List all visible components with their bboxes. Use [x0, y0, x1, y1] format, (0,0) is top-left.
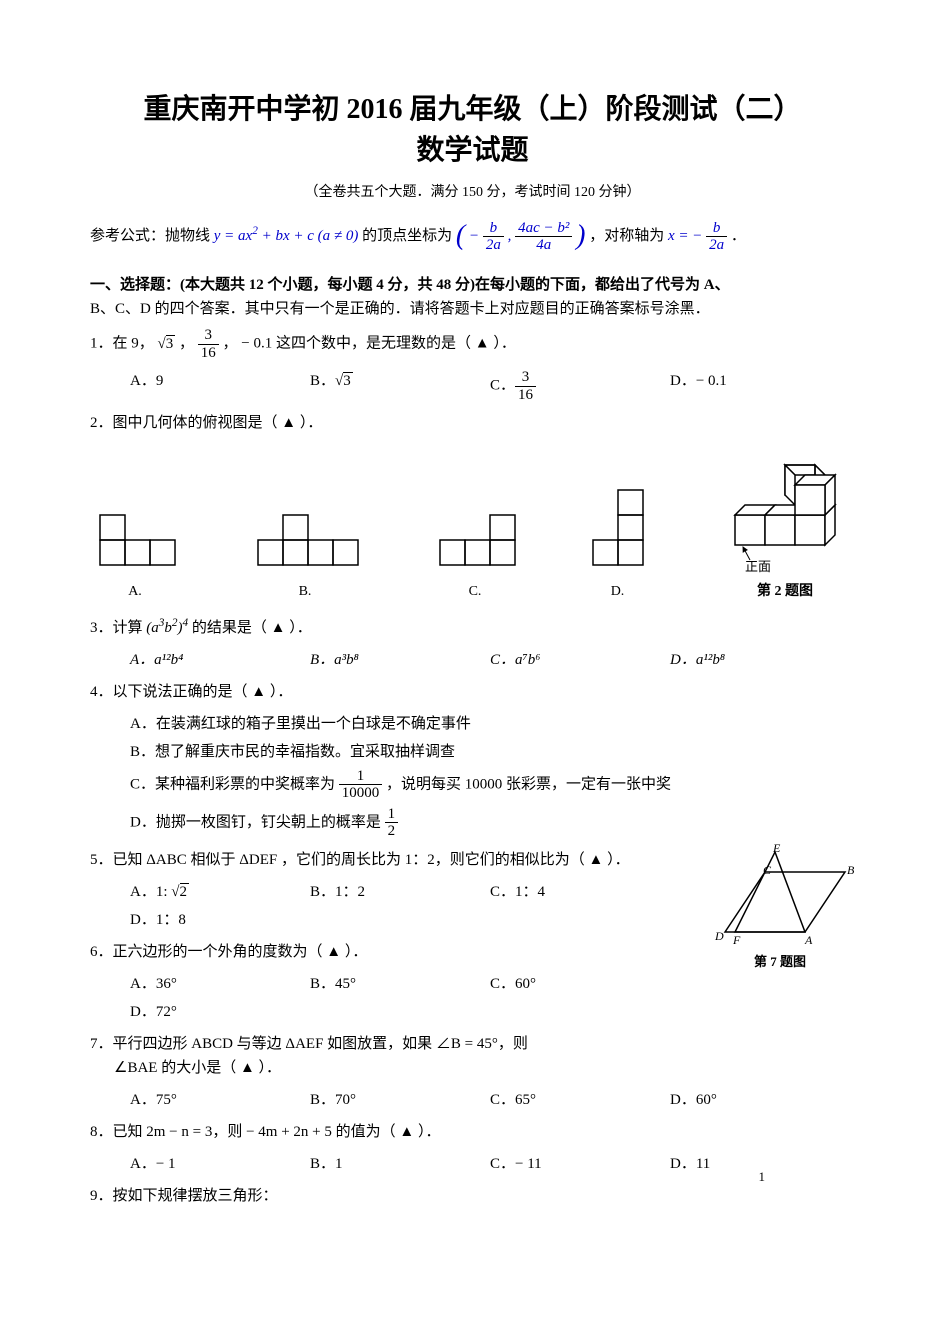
q1-option-d: D．− 0.1: [670, 369, 850, 403]
q6-option-b: B．45°: [310, 972, 490, 996]
title-line-1: 重庆南开中学初 2016 届九年级（上）阶段测试（二）: [90, 90, 855, 129]
reference-formula: 参考公式：抛物线 y = ax2 + bx + c (a ≠ 0) 的顶点坐标为…: [90, 214, 855, 259]
svg-text:A: A: [804, 933, 813, 947]
q5-options: A．1: 2 B．1：2 C．1：4 D．1：8: [130, 878, 695, 934]
q7-option-d: D．60°: [670, 1088, 850, 1112]
title-line-2: 数学试题: [90, 129, 855, 174]
q2-svg-d: [588, 480, 648, 575]
page-number: 1: [759, 1167, 766, 1188]
q6-option-a: A．36°: [130, 972, 310, 996]
q2-fig-c: C.: [430, 505, 520, 603]
q3-option-c: C．a⁷b⁶: [490, 648, 670, 672]
exam-info: （全卷共五个大题．满分 150 分，考试时间 120 分钟）: [90, 182, 855, 204]
svg-text:F: F: [732, 933, 741, 947]
q3-options: A．a¹²b⁴ B．a³b⁸ C．a⁷b⁶ D．a¹²b⁸: [130, 646, 855, 674]
q5-option-d: D．1：8: [130, 908, 310, 932]
q6-option-c: C．60°: [490, 972, 670, 996]
svg-text:B: B: [847, 863, 855, 877]
q1-option-b: B．3: [310, 369, 490, 403]
q8-option-c: C．− 11: [490, 1152, 670, 1176]
q8-options: A．− 1 B．1 C．− 11 D．11: [130, 1150, 855, 1178]
q1-option-c: C．316: [490, 369, 670, 403]
q2-fig-a: A.: [90, 505, 180, 603]
question-3: 3．计算 (a3b2)4 的结果是（ ▲ ）．: [90, 614, 855, 640]
svg-text:D: D: [714, 929, 724, 943]
q5-option-a: A．1: 2: [130, 880, 310, 904]
q7-svg: E C B D F A: [705, 842, 855, 952]
q3-option-b: B．a³b⁸: [310, 648, 490, 672]
q2-svg-a: [90, 505, 180, 575]
svg-text:C: C: [763, 863, 772, 877]
q7-options: A．75° B．70° C．65° D．60°: [130, 1086, 855, 1114]
q1-option-a: A．9: [130, 369, 310, 403]
question-9: 9．按如下规律摆放三角形：: [90, 1184, 855, 1208]
svg-text:E: E: [772, 842, 781, 855]
q2-figures: A. B. C.: [90, 455, 855, 603]
question-1: 1．在 9， 3 ， 316 ， − 0.1 这四个数中，是无理数的是（ ▲ ）…: [90, 327, 855, 361]
question-2: 2．图中几何体的俯视图是（ ▲ ）．: [90, 411, 855, 435]
q2-svg-c: [430, 505, 520, 575]
q4-option-c: C．某种福利彩票的中奖概率为 110000 ，说明每买 10000 张彩票，一定…: [130, 768, 850, 802]
q7-figure: E C B D F A 第 7 题图: [705, 842, 855, 973]
q6-options: A．36° B．45° C．60° D．72°: [130, 970, 695, 1026]
question-4: 4．以下说法正确的是（ ▲ ）．: [90, 680, 855, 704]
q6-option-d: D．72°: [130, 1000, 310, 1024]
question-8: 8．已知 2m − n = 3，则 − 4m + 2n + 5 的值为（ ▲ ）…: [90, 1120, 855, 1144]
q3-option-d: D．a¹²b⁸: [670, 648, 850, 672]
q4-option-a: A．在装满红球的箱子里摸出一个白球是不确定事件: [130, 712, 850, 736]
q5-option-b: B．1：2: [310, 880, 490, 904]
q3-option-a: A．a¹²b⁴: [130, 648, 310, 672]
q2-solid-svg: 正面: [715, 455, 855, 575]
q7-option-c: C．65°: [490, 1088, 670, 1112]
front-label: 正面: [745, 559, 771, 574]
q4-options: A．在装满红球的箱子里摸出一个白球是不确定事件 B．想了解重庆市民的幸福指数。宜…: [130, 710, 855, 842]
q1-options: A．9 B．3 C．316 D．− 0.1: [130, 367, 855, 405]
q7-option-b: B．70°: [310, 1088, 490, 1112]
q2-fig-b: B.: [248, 505, 363, 603]
q2-fig-d: D.: [588, 480, 648, 603]
q2-svg-b: [248, 505, 363, 575]
q4-option-b: B．想了解重庆市民的幸福指数。宜采取抽样调查: [130, 740, 850, 764]
section-1-heading: 一、选择题：(本大题共 12 个小题，每小题 4 分，共 48 分)在每小题的下…: [90, 273, 855, 321]
q7-option-a: A．75°: [130, 1088, 310, 1112]
q8-option-b: B．1: [310, 1152, 490, 1176]
q2-solid: 正面 第 2 题图: [715, 455, 855, 603]
question-7: 7．平行四边形 ABCD 与等边 ΔAEF 如图放置，如果 ∠B = 45°，则…: [90, 1032, 855, 1080]
q5-option-c: C．1：4: [490, 880, 670, 904]
q4-option-d: D．抛掷一枚图钉，钉尖朝上的概率是 12: [130, 806, 850, 840]
q8-option-a: A．− 1: [130, 1152, 310, 1176]
